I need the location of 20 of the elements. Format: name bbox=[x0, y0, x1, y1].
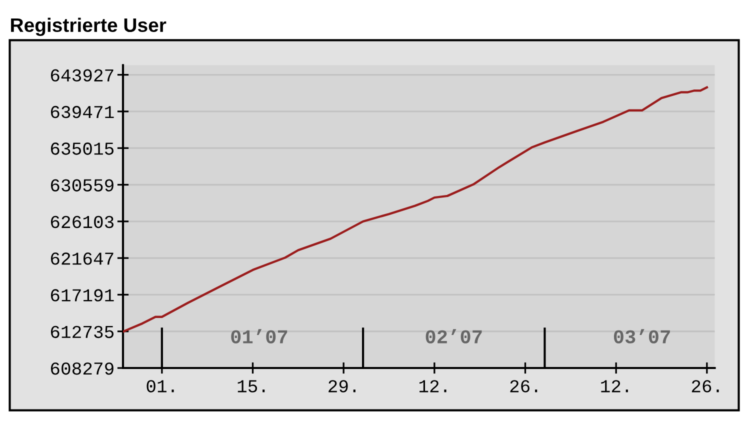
y-tick-label: 621647 bbox=[50, 252, 114, 265]
y-tick-label: 639471 bbox=[50, 106, 114, 118]
x-tick-label: 29. bbox=[328, 380, 356, 392]
y-tick-label: 643927 bbox=[50, 69, 114, 82]
chart-title: Registrierte User bbox=[11, 18, 166, 36]
y-tick-label: 612735 bbox=[50, 326, 114, 338]
x2-tick-label: 01’07 bbox=[231, 329, 288, 344]
y-tick-label: 608279 bbox=[50, 362, 114, 375]
y-tick-label: 626103 bbox=[50, 216, 114, 228]
y-tick-label: 635015 bbox=[50, 142, 114, 155]
x-tick-label: 26. bbox=[692, 380, 719, 392]
y-tick-label: 630559 bbox=[50, 179, 114, 192]
x2-tick-label: 02’07 bbox=[426, 329, 482, 344]
x-tick-label: 01. bbox=[146, 380, 174, 392]
x2-tick-label: 03’07 bbox=[614, 329, 670, 344]
y-tick-label: 617191 bbox=[50, 289, 114, 302]
x-tick-label: 12. bbox=[419, 380, 446, 392]
x-tick-label: 15. bbox=[238, 380, 265, 392]
x-tick-label: 26. bbox=[510, 380, 538, 392]
x-tick-label: 12. bbox=[601, 380, 628, 392]
